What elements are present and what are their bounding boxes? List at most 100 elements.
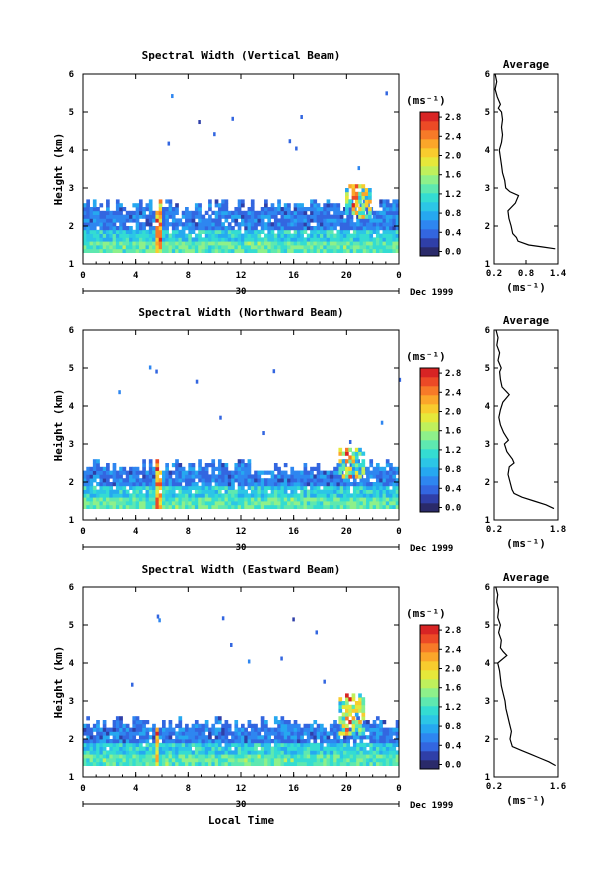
heatmap-cell	[155, 493, 160, 498]
heatmap-cell	[234, 497, 239, 502]
heatmap-cell	[316, 731, 321, 736]
heatmap-cell	[115, 716, 120, 721]
heatmap-cell	[241, 199, 245, 204]
heatmap-cell	[303, 241, 308, 246]
heatmap-cell	[145, 474, 150, 479]
heatmap-cell	[198, 478, 202, 483]
heatmap-cell	[382, 199, 387, 204]
heatmap-cell	[379, 241, 383, 246]
heatmap-cell	[247, 207, 252, 212]
heatmap-cell	[369, 248, 374, 253]
heatmap-cell	[208, 727, 212, 732]
heatmap-cell	[379, 248, 383, 253]
heatmap-cell	[129, 739, 133, 744]
heatmap-cell	[288, 139, 292, 144]
heatmap-cell	[310, 493, 314, 498]
heatmap-cell	[379, 478, 383, 483]
heatmap-cell	[389, 742, 393, 747]
heatmap-cell	[254, 497, 258, 502]
heatmap-cell	[260, 210, 265, 215]
heatmap-cell	[280, 727, 285, 732]
heatmap-cell	[138, 485, 143, 490]
heatmap-cell	[152, 214, 156, 219]
heatmap-cell	[152, 474, 156, 479]
heatmap-cell	[162, 485, 166, 490]
heatmap-cell	[89, 761, 94, 766]
heatmap-cell	[359, 241, 364, 246]
y-tick-label: 2	[69, 478, 74, 488]
heatmap-cell	[366, 218, 370, 223]
heatmap-cell	[316, 489, 321, 494]
heatmap-cell	[135, 739, 140, 744]
colorbar-segment	[420, 130, 439, 140]
heatmap-cell	[86, 226, 90, 231]
heatmap-cell	[349, 761, 354, 766]
heatmap-cell	[165, 241, 169, 246]
heatmap-cell	[283, 739, 288, 744]
heatmap-cell	[264, 742, 268, 747]
heatmap-cell	[132, 214, 137, 219]
heatmap-cell	[122, 214, 127, 219]
avg-y-tick-label: 2	[485, 735, 490, 745]
heatmap-cell	[351, 455, 356, 460]
heatmap-cell	[115, 723, 120, 728]
heatmap-cell	[372, 214, 377, 219]
heatmap-cell	[385, 218, 390, 223]
heatmap-cell	[358, 474, 362, 479]
heatmap-cell	[359, 493, 364, 498]
heatmap-cell	[320, 754, 324, 759]
heatmap-cell	[326, 203, 331, 208]
heatmap-cell	[352, 233, 357, 238]
heatmap-cell	[241, 237, 245, 242]
heatmap-cell	[198, 237, 202, 242]
heatmap-cell	[326, 761, 331, 766]
heatmap-cell	[346, 493, 351, 498]
y-axis-label: Height (km)	[52, 646, 65, 719]
x-tick-label: 20	[341, 271, 352, 281]
heatmap-cell	[122, 735, 127, 740]
heatmap-cell	[198, 731, 202, 736]
heatmap-cell	[270, 237, 275, 242]
heatmap-cell	[122, 222, 127, 227]
heatmap-cell	[273, 233, 278, 238]
heatmap-cell	[102, 237, 107, 242]
heatmap-cell	[346, 742, 351, 747]
heatmap-cell	[247, 478, 252, 483]
heatmap-cell	[296, 754, 301, 759]
heatmap-cell	[237, 485, 242, 490]
heatmap-cell	[234, 746, 239, 751]
heatmap-cell	[346, 758, 351, 763]
heatmap-cell	[300, 489, 304, 494]
heatmap-cell	[115, 754, 120, 759]
heatmap-cell	[361, 210, 366, 215]
heatmap-cell	[102, 497, 107, 502]
heatmap-cell	[296, 245, 301, 250]
heatmap-cell	[310, 226, 314, 231]
heatmap-cell	[119, 485, 123, 490]
avg-x-label: (ms⁻¹)	[506, 537, 546, 550]
heatmap-cell	[135, 727, 140, 732]
heatmap-cell	[358, 704, 362, 709]
heatmap-cell	[191, 731, 196, 736]
heatmap-cell	[102, 750, 107, 755]
heatmap-cell	[389, 489, 393, 494]
heatmap-cell	[254, 735, 258, 740]
heatmap-cell	[303, 214, 308, 219]
heatmap-cell	[372, 504, 377, 509]
heatmap-cell	[142, 459, 146, 464]
heatmap-cell	[244, 735, 248, 740]
heatmap-cell	[201, 746, 206, 751]
heatmap-cell	[96, 504, 100, 509]
heatmap-cell	[257, 731, 262, 736]
heatmap-cell	[191, 497, 196, 502]
heatmap-cell	[280, 485, 285, 490]
heatmap-cell	[152, 504, 156, 509]
heatmap-cell	[237, 248, 242, 253]
heatmap-cell	[129, 237, 133, 242]
heatmap-cell	[122, 489, 127, 494]
heatmap-cell	[138, 482, 143, 487]
heatmap-cell	[346, 233, 351, 238]
heatmap-cell	[122, 485, 127, 490]
heatmap-cell	[112, 746, 117, 751]
heatmap-cell	[175, 754, 179, 759]
